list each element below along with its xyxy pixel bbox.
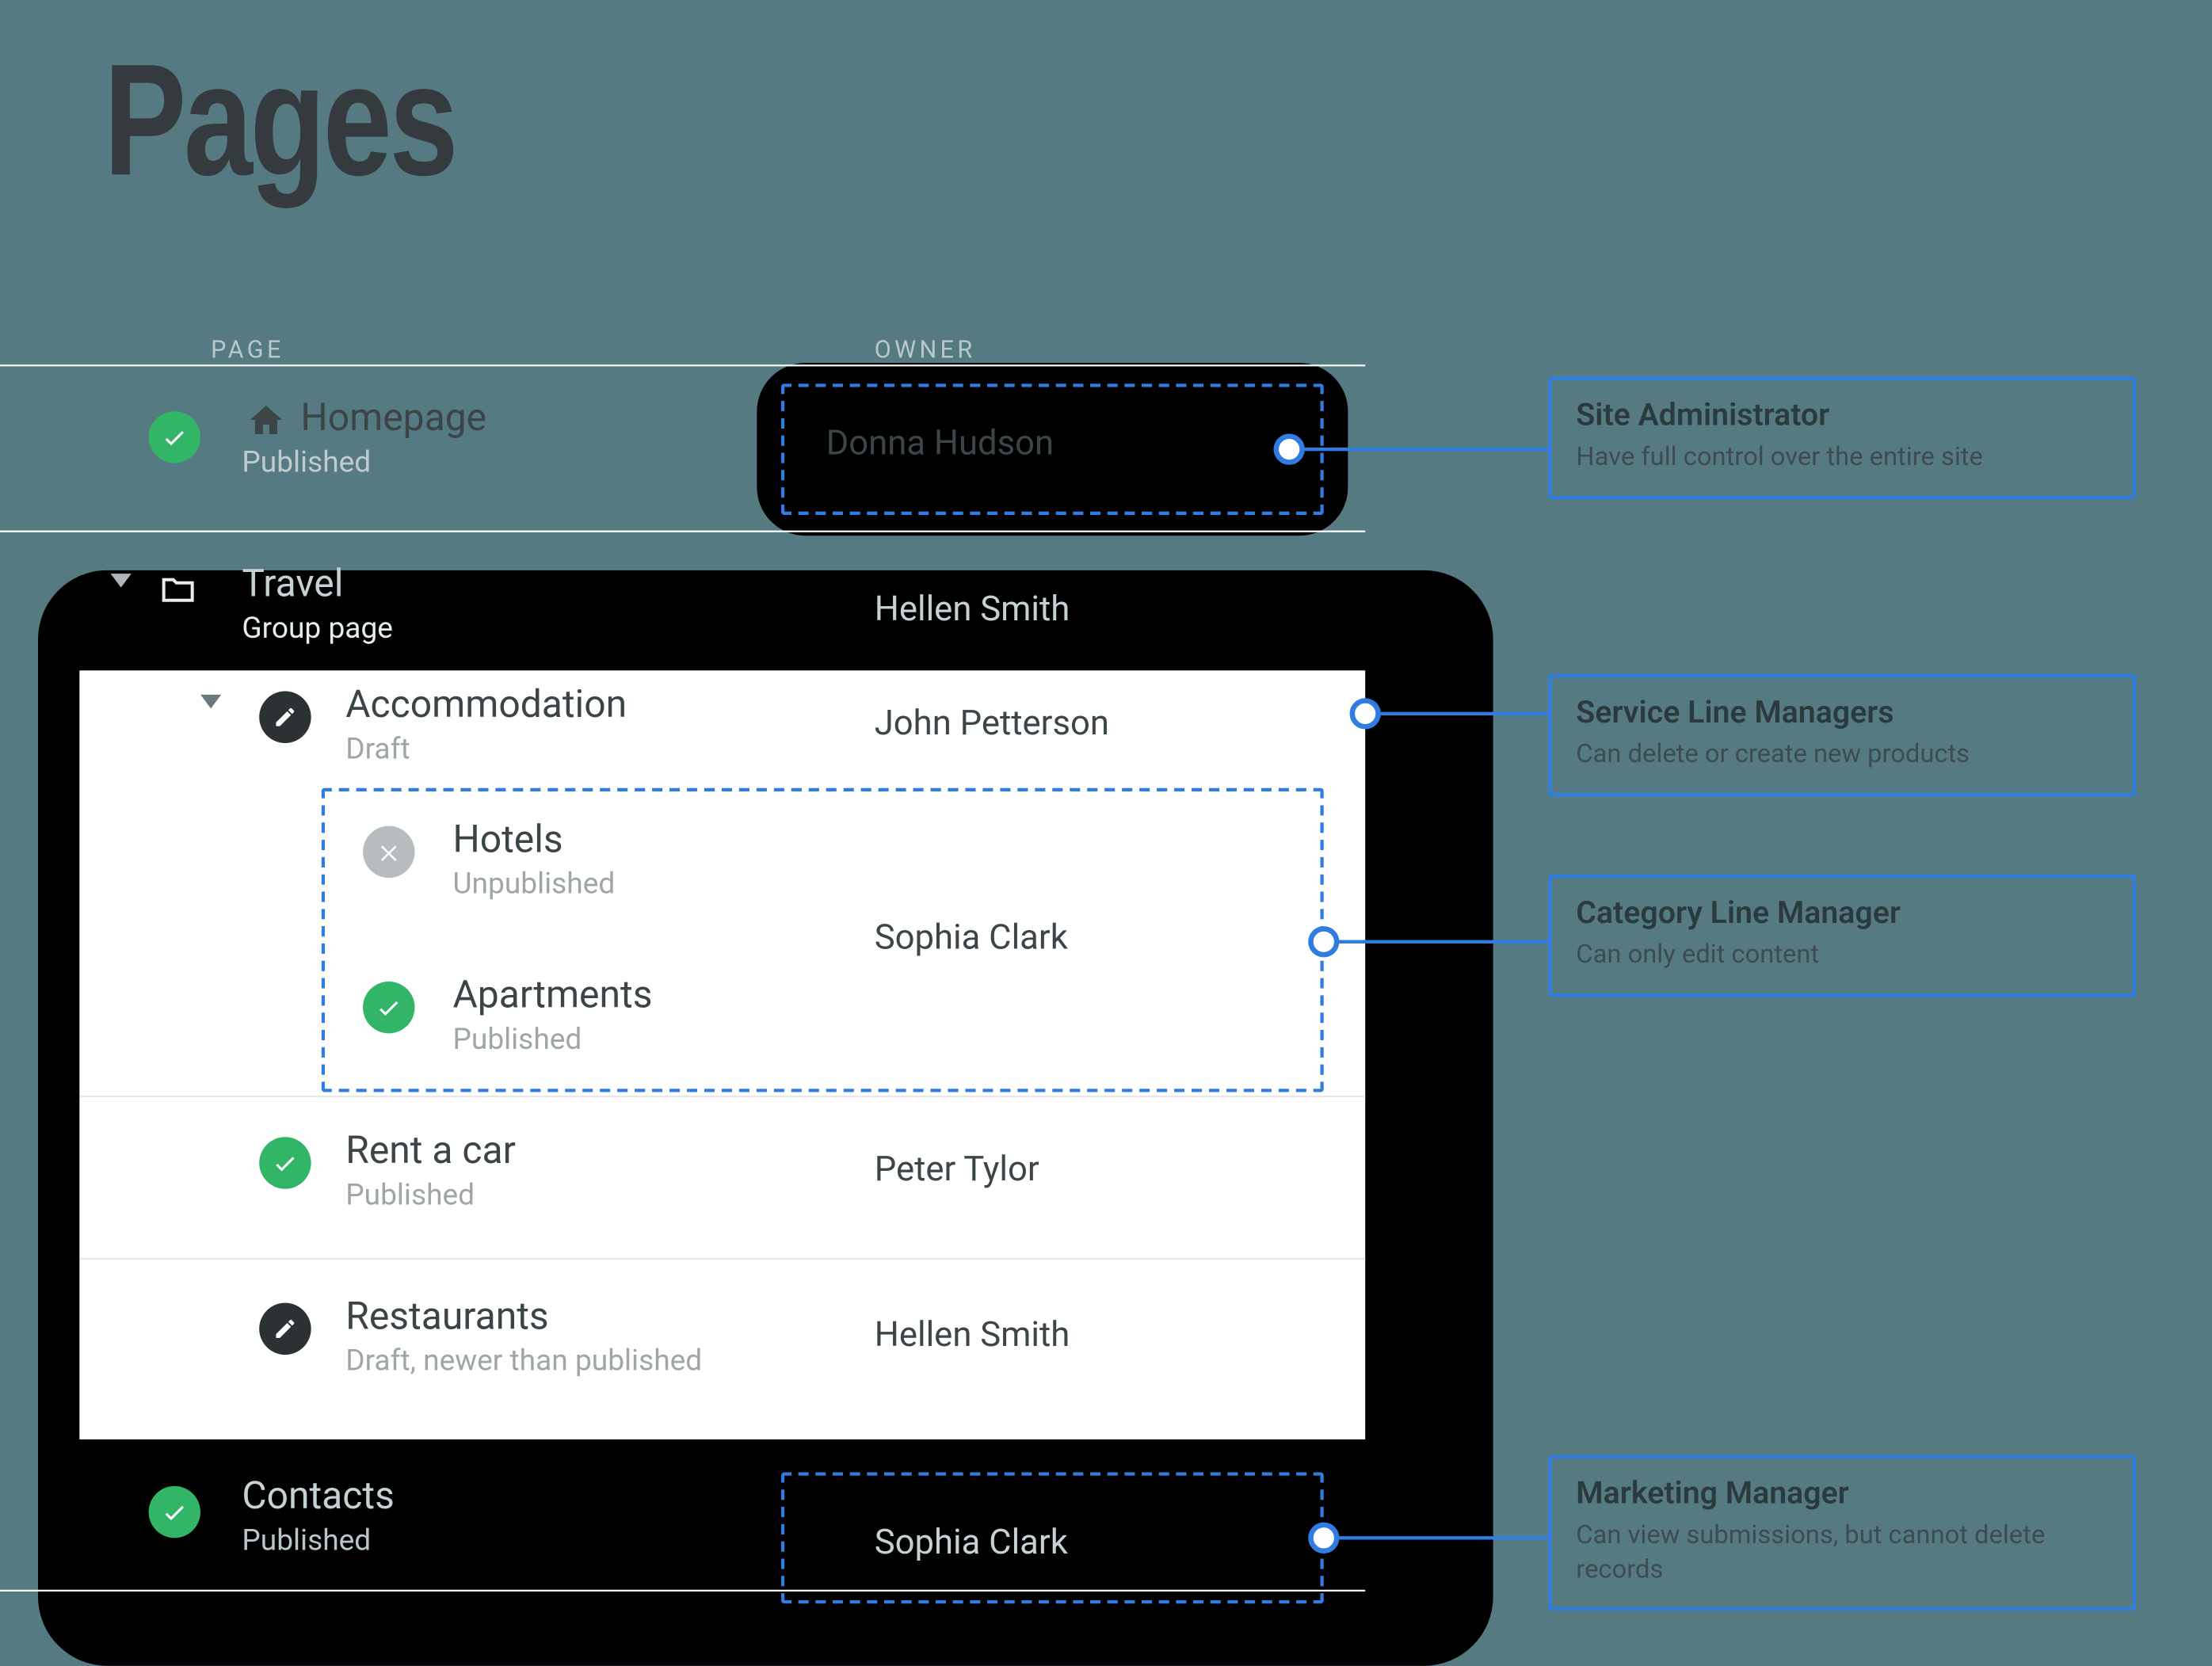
callout-category-line: Category Line Manager Can only edit cont… [1548, 875, 2136, 997]
connector-line [1324, 940, 1549, 944]
close-icon [363, 826, 414, 878]
connector-line [1289, 448, 1548, 451]
divider [79, 1258, 1365, 1260]
column-header-page: PAGE [211, 337, 284, 364]
callout-title: Site Administrator [1576, 398, 2108, 434]
folder-icon [155, 570, 200, 608]
page-status: Unpublished [452, 867, 615, 902]
connector-anchor-dot [1308, 926, 1339, 957]
callout-service-line: Service Line Managers Can delete or crea… [1548, 674, 2136, 796]
callout-description: Have full control over the entire site [1576, 440, 2108, 475]
callout-description: Can only edit content [1576, 938, 2108, 972]
callout-site-admin: Site Administrator Have full control ove… [1548, 377, 2136, 499]
owner-name: Hellen Smith [875, 1313, 1070, 1355]
pencil-icon [259, 692, 311, 743]
page-title: Pages [104, 31, 456, 212]
connector-line [1324, 1536, 1549, 1539]
page-status: Published [242, 1524, 371, 1559]
page-name: Contacts [242, 1476, 394, 1519]
column-header-owner: OWNER [875, 337, 976, 364]
page-status: Draft, newer than published [345, 1344, 702, 1379]
check-icon [363, 982, 414, 1033]
owner-name: Peter Tylor [875, 1147, 1039, 1188]
page-name: Restaurants [345, 1296, 548, 1340]
check-icon [149, 1486, 200, 1538]
check-icon [149, 411, 200, 463]
owner-name: Hellen Smith [875, 588, 1070, 629]
home-icon [246, 401, 287, 439]
check-icon [259, 1137, 311, 1188]
divider [0, 531, 1365, 532]
page-name: Apartments [452, 974, 652, 1018]
selection-dashed-owner-top [781, 383, 1324, 515]
page-status: Published [452, 1023, 582, 1058]
chevron-down-icon[interactable] [111, 588, 132, 620]
connector-anchor-dot [1274, 433, 1305, 464]
connector-anchor-dot [1350, 698, 1381, 729]
divider [79, 1096, 1365, 1097]
page-status: Published [242, 446, 371, 481]
page-name: Rent a car [345, 1130, 516, 1174]
page-status: Published [345, 1179, 475, 1214]
pencil-icon [259, 1303, 311, 1355]
page-name: Homepage [301, 398, 487, 441]
divider [0, 1590, 1365, 1592]
owner-name-group: Sophia Clark [875, 916, 1068, 957]
page-name: Hotels [452, 819, 563, 863]
connector-line [1365, 712, 1548, 715]
divider [0, 364, 1365, 366]
page-status: Draft [345, 733, 410, 768]
callout-marketing: Marketing Manager Can view submissions, … [1548, 1455, 2136, 1611]
chevron-down-icon[interactable] [200, 708, 221, 741]
selection-dashed-owner-bottom [781, 1472, 1324, 1603]
page-name: Travel [242, 563, 343, 607]
callout-description: Can delete or create new products [1576, 738, 2108, 772]
connector-anchor-dot [1308, 1523, 1339, 1554]
callout-title: Service Line Managers [1576, 695, 2108, 731]
page-name: Accommodation [345, 684, 627, 728]
owner-name: John Petterson [875, 702, 1109, 743]
callout-description: Can view submissions, but cannot delete … [1576, 1519, 2108, 1586]
callout-title: Category Line Manager [1576, 895, 2108, 932]
callout-title: Marketing Manager [1576, 1476, 2108, 1512]
page-status: Group page [242, 612, 393, 646]
